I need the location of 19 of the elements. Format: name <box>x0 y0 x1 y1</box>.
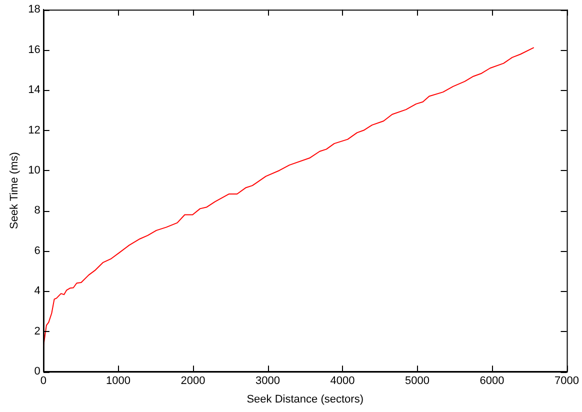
y-tick-label: 10 <box>28 164 40 177</box>
y-tick-label: 14 <box>28 84 40 96</box>
y-tick-label: 2 <box>34 325 40 338</box>
x-tick-label: 1000 <box>106 375 130 388</box>
y-tick-label: 16 <box>28 44 40 56</box>
x-tick-label: 5000 <box>405 375 430 388</box>
y-tick-label: 0 <box>34 366 40 378</box>
x-tick-label: 3000 <box>255 375 280 388</box>
x-tick-label: 2000 <box>180 375 206 388</box>
y-tick-label: 6 <box>34 244 40 257</box>
x-tick-label: 7000 <box>554 375 580 388</box>
y-axis-title: Seek Time (ms) <box>8 152 21 230</box>
x-tick-label: 4000 <box>330 375 355 388</box>
y-tick-label: 18 <box>28 4 40 16</box>
y-tick-label: 8 <box>34 204 40 217</box>
y-tick-label: 4 <box>34 285 40 298</box>
x-axis-title: Seek Distance (sectors) <box>246 393 364 406</box>
x-tick-label: 6000 <box>480 375 504 388</box>
y-tick-label: 12 <box>28 124 40 136</box>
